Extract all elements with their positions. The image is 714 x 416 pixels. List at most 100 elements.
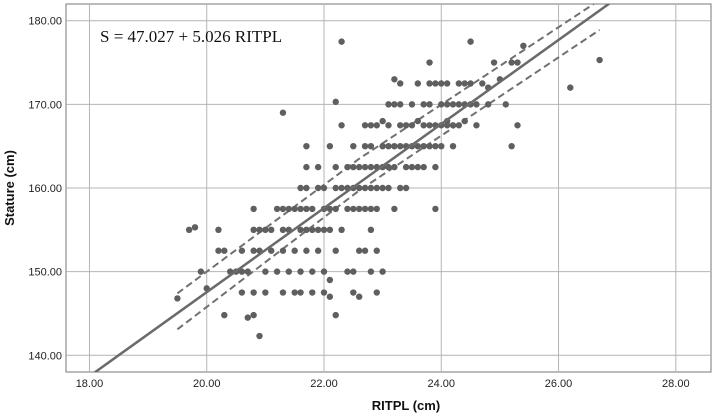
regression-line-group <box>93 4 611 372</box>
data-point <box>297 289 304 296</box>
data-point <box>285 268 293 275</box>
data-point <box>303 205 310 213</box>
x-tick-label: 18.00 <box>76 378 104 390</box>
data-point <box>391 205 398 213</box>
data-point <box>426 59 433 66</box>
data-point <box>367 184 375 192</box>
data-point <box>391 101 398 108</box>
data-point <box>309 205 316 213</box>
data-point <box>373 205 380 213</box>
data-point <box>385 122 392 129</box>
data-point <box>449 122 457 129</box>
data-point <box>338 122 345 129</box>
data-point <box>355 205 363 213</box>
data-point <box>367 205 375 213</box>
data-point <box>567 84 574 91</box>
data-point <box>473 122 480 129</box>
data-point <box>221 247 228 254</box>
data-point <box>408 101 416 108</box>
data-point <box>397 80 404 87</box>
data-point <box>197 268 205 275</box>
data-point <box>303 163 310 171</box>
data-point <box>279 205 287 213</box>
data-point <box>262 268 269 275</box>
data-point <box>473 101 480 108</box>
data-point <box>373 122 380 129</box>
data-point <box>185 226 193 234</box>
data-point <box>238 268 246 275</box>
data-point <box>397 142 404 150</box>
data-point <box>397 184 404 192</box>
data-point <box>174 295 181 302</box>
data-point <box>355 293 363 300</box>
data-point <box>314 163 322 171</box>
y-tick-label: 170.00 <box>28 99 62 111</box>
data-point <box>502 101 509 108</box>
data-point <box>250 226 257 234</box>
data-point <box>361 122 369 129</box>
data-point <box>244 268 251 275</box>
data-point <box>332 163 339 171</box>
data-point <box>467 80 474 87</box>
x-axis-label: RITPL (cm) <box>372 398 440 413</box>
data-point <box>332 205 339 213</box>
data-point <box>449 142 457 150</box>
data-point <box>514 59 521 66</box>
data-point <box>314 226 322 234</box>
data-point <box>449 101 457 108</box>
data-point <box>332 98 339 106</box>
data-point <box>385 101 392 108</box>
data-point <box>420 101 427 108</box>
data-point <box>268 247 275 254</box>
data-point <box>367 268 375 275</box>
y-tick-labels: 140.00 150.00 160.00 170.00 180.00 <box>28 16 62 363</box>
data-point <box>244 314 251 321</box>
data-point <box>514 122 521 129</box>
data-point <box>215 226 222 234</box>
data-point <box>379 142 386 150</box>
data-point <box>402 163 410 171</box>
y-tick-label: 140.00 <box>28 350 62 362</box>
data-point <box>361 184 369 192</box>
data-point <box>279 109 287 116</box>
data-point <box>291 247 298 254</box>
data-point <box>285 205 293 213</box>
data-point <box>309 226 316 234</box>
data-point <box>397 122 404 129</box>
data-point <box>426 80 433 87</box>
data-point <box>414 163 422 171</box>
data-point <box>455 122 463 129</box>
data-point <box>297 268 304 275</box>
data-point <box>385 142 392 150</box>
data-point <box>420 142 427 150</box>
data-point <box>320 184 328 192</box>
data-point <box>408 122 416 129</box>
data-point <box>332 247 339 254</box>
y-tick-label: 180.00 <box>28 16 62 28</box>
data-point <box>279 226 287 234</box>
data-point <box>326 142 334 150</box>
data-point <box>408 163 416 171</box>
x-tick-labels: 18.00 20.00 22.00 24.00 26.00 28.00 <box>76 378 690 390</box>
y-tick-label: 150.00 <box>28 267 62 279</box>
confidence-upper-line <box>176 4 595 295</box>
data-point <box>314 184 322 192</box>
data-point <box>355 184 363 192</box>
data-point <box>291 205 298 213</box>
data-point <box>262 289 269 296</box>
confidence-lower-line <box>176 29 601 331</box>
data-point <box>250 205 257 213</box>
data-point <box>250 247 257 254</box>
data-point <box>391 163 398 171</box>
data-point <box>273 205 281 213</box>
data-point <box>297 226 304 234</box>
data-point <box>344 163 351 171</box>
data-point <box>520 42 527 50</box>
x-tick-label: 28.00 <box>662 378 690 390</box>
data-point <box>385 163 392 171</box>
data-point <box>455 80 463 87</box>
data-point <box>332 184 339 192</box>
data-point <box>373 247 380 254</box>
data-point <box>326 293 334 300</box>
